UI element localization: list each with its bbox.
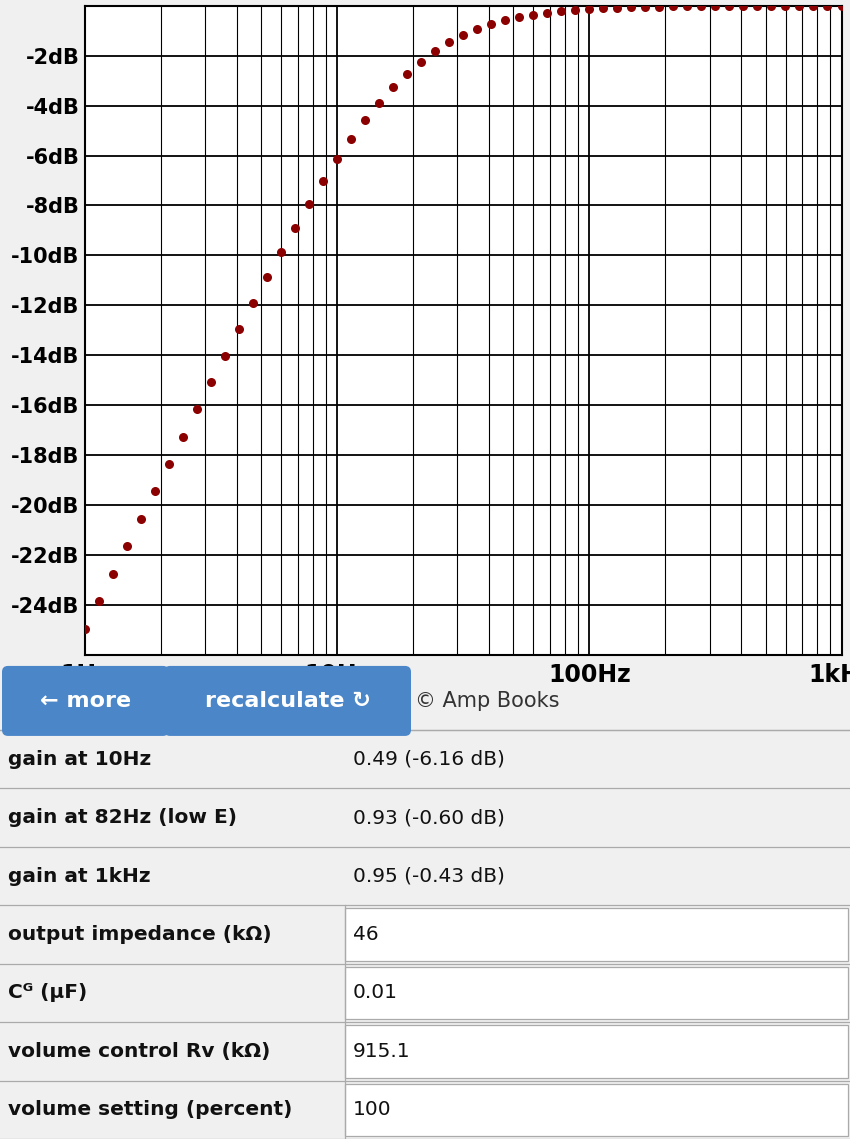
Text: © Amp Books: © Amp Books <box>415 691 559 711</box>
FancyBboxPatch shape <box>2 666 169 736</box>
Text: gain at 10Hz: gain at 10Hz <box>8 749 151 769</box>
Text: 0.01: 0.01 <box>353 983 398 1002</box>
Text: 0.93 (-0.60 dB): 0.93 (-0.60 dB) <box>353 808 505 827</box>
Bar <box>345 908 848 960</box>
Text: ← more: ← more <box>40 691 131 711</box>
FancyBboxPatch shape <box>164 666 411 736</box>
Text: volume setting (percent): volume setting (percent) <box>8 1100 292 1120</box>
Text: gain at 82Hz (low E): gain at 82Hz (low E) <box>8 808 237 827</box>
Text: output impedance (kΩ): output impedance (kΩ) <box>8 925 272 944</box>
Text: recalculate ↻: recalculate ↻ <box>205 691 371 711</box>
Bar <box>345 1083 848 1136</box>
Bar <box>345 967 848 1019</box>
Text: 0.95 (-0.43 dB): 0.95 (-0.43 dB) <box>353 867 505 885</box>
Text: volume control Rᴠ (kΩ): volume control Rᴠ (kΩ) <box>8 1042 270 1060</box>
Text: 0.49 (-6.16 dB): 0.49 (-6.16 dB) <box>353 749 505 769</box>
Text: 100: 100 <box>353 1100 392 1120</box>
Text: 46: 46 <box>353 925 378 944</box>
Text: Cᴳ (μF): Cᴳ (μF) <box>8 983 88 1002</box>
Text: gain at 1kHz: gain at 1kHz <box>8 867 150 885</box>
Text: 915.1: 915.1 <box>353 1042 411 1060</box>
Bar <box>345 1025 848 1077</box>
